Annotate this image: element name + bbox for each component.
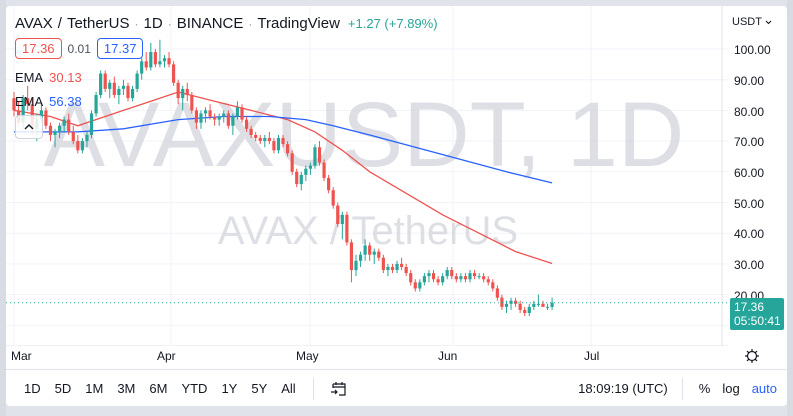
indicator-ema-fast[interactable]: EMA 30.13: [15, 70, 82, 85]
indicator-name: EMA: [15, 70, 44, 85]
chevron-up-icon: [24, 124, 34, 130]
left-border: [0, 0, 6, 416]
y-tick: 40.00: [734, 227, 765, 241]
range-1m[interactable]: 1M: [85, 381, 104, 396]
percent-scale-toggle[interactable]: %: [698, 381, 711, 396]
separator: ·: [167, 17, 172, 31]
divider: [312, 377, 314, 400]
x-tick: May: [296, 349, 319, 363]
sell-price-button[interactable]: 17.36: [15, 38, 62, 59]
x-tick: Jun: [438, 349, 458, 363]
indicator-name: EMA: [15, 94, 44, 109]
exchange-label: BINANCE: [176, 15, 244, 32]
go-to-date-calendar-icon[interactable]: [330, 380, 348, 398]
price-axis[interactable]: USDT 100.00 90.00 80.00 70.00 60.00 50.0…: [728, 6, 787, 351]
price-chart[interactable]: AVAXUSDT, 1D AVAX / TetherUS: [6, 6, 728, 346]
price-change: +1.27 (+7.89%): [347, 16, 438, 31]
interval-label[interactable]: 1D: [143, 15, 163, 32]
divider: [681, 377, 683, 400]
range-3m[interactable]: 3M: [117, 381, 136, 396]
slash: /: [57, 15, 62, 32]
y-tick: 100.00: [734, 43, 771, 57]
symbol-name[interactable]: AVAX: [15, 15, 53, 32]
svg-text:AVAX / TetherUS: AVAX / TetherUS: [218, 209, 518, 253]
y-tick: 90.00: [734, 74, 765, 88]
log-scale-toggle[interactable]: log: [722, 381, 740, 396]
quote-name: TetherUS: [66, 15, 130, 32]
currency-label: USDT: [732, 16, 762, 28]
range-1y[interactable]: 1Y: [221, 381, 238, 396]
buy-price-button[interactable]: 17.37: [96, 38, 144, 59]
y-tick: 70.00: [734, 135, 765, 149]
y-tick: 50.00: [734, 197, 765, 211]
chevron-down-icon: [765, 20, 772, 25]
bottom-toolbar: 1D 5D 1M 3M 6M YTD 1Y 5Y All 18:09:19 (U…: [6, 369, 787, 406]
currency-selector[interactable]: USDT: [732, 16, 772, 28]
range-6m[interactable]: 6M: [149, 381, 168, 396]
separator: ·: [134, 17, 139, 31]
utc-clock[interactable]: 18:09:19 (UTC): [578, 381, 668, 396]
last-price: 17.36: [734, 300, 765, 314]
x-tick: Apr: [157, 349, 176, 363]
source-label: TradingView: [257, 15, 340, 32]
symbol-header: AVAX / TetherUS · 1D · BINANCE · Trading…: [15, 15, 438, 32]
indicator-ema-slow[interactable]: EMA 56.38: [15, 94, 82, 109]
time-axis[interactable]: Mar Apr May Jun Jul: [6, 346, 728, 368]
range-ytd[interactable]: YTD: [181, 381, 208, 396]
indicator-value: 56.38: [49, 94, 82, 109]
bar-countdown: 05:50:41: [734, 314, 781, 328]
collapse-legend-button[interactable]: [15, 115, 43, 139]
range-1d[interactable]: 1D: [24, 381, 41, 396]
svg-text:AVAXUSDT, 1D: AVAXUSDT, 1D: [44, 84, 685, 186]
chart-settings-gear-icon[interactable]: [744, 348, 760, 364]
range-5d[interactable]: 5D: [54, 381, 72, 396]
y-tick: 60.00: [734, 166, 765, 180]
x-tick: Jul: [584, 349, 600, 363]
range-all[interactable]: All: [281, 381, 296, 396]
quote-pills: 17.36 0.01 17.37: [15, 38, 144, 59]
auto-scale-toggle[interactable]: auto: [751, 381, 777, 396]
chart-widget: AVAXUSDT, 1D AVAX / TetherUS AVAX / Tethe…: [6, 6, 787, 406]
right-border: [787, 0, 793, 416]
y-tick: 80.00: [734, 105, 765, 119]
separator: ·: [248, 17, 253, 31]
last-price-tag: 17.36 05:50:41: [730, 298, 784, 330]
y-tick: 30.00: [734, 258, 765, 272]
x-tick: Mar: [11, 349, 32, 363]
indicator-value: 30.13: [49, 70, 82, 85]
range-5y[interactable]: 5Y: [251, 381, 268, 396]
spread-value: 0.01: [67, 41, 91, 56]
